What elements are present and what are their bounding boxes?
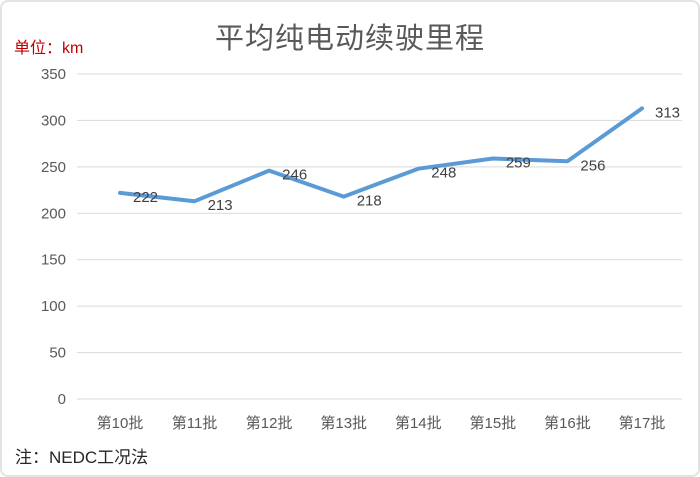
- data-label: 213: [208, 197, 233, 214]
- x-tick-label: 第12批: [246, 414, 293, 432]
- x-tick-label: 第17批: [619, 414, 666, 432]
- y-tick-label: 50: [49, 345, 66, 362]
- y-tick-label: 350: [41, 66, 66, 83]
- y-tick-label: 300: [41, 112, 66, 129]
- data-label: 256: [580, 157, 605, 174]
- y-tick-label: 100: [41, 298, 66, 315]
- x-tick-label: 第11批: [172, 414, 218, 432]
- x-tick-label: 第10批: [97, 414, 144, 432]
- data-label: 218: [357, 193, 382, 210]
- y-tick-label: 250: [41, 159, 66, 176]
- data-label: 259: [506, 155, 531, 172]
- x-tick-label: 第14批: [395, 414, 442, 432]
- unit-label: 单位：km: [14, 40, 84, 57]
- x-tick-label: 第16批: [544, 414, 591, 432]
- x-tick-label: 第15批: [470, 414, 517, 432]
- data-line: [118, 106, 644, 204]
- footnote: 注：NEDC工况法: [15, 448, 149, 467]
- y-tick-label: 150: [41, 252, 66, 269]
- x-tick-label: 第13批: [320, 414, 367, 432]
- data-label: 313: [655, 104, 680, 121]
- data-label: 246: [282, 167, 307, 184]
- y-tick-label: 200: [41, 205, 66, 222]
- data-label: 222: [133, 189, 158, 206]
- chart-title: 平均纯电动续驶里程: [214, 23, 485, 55]
- y-tick-label: 0: [58, 391, 66, 408]
- data-label: 248: [431, 165, 456, 182]
